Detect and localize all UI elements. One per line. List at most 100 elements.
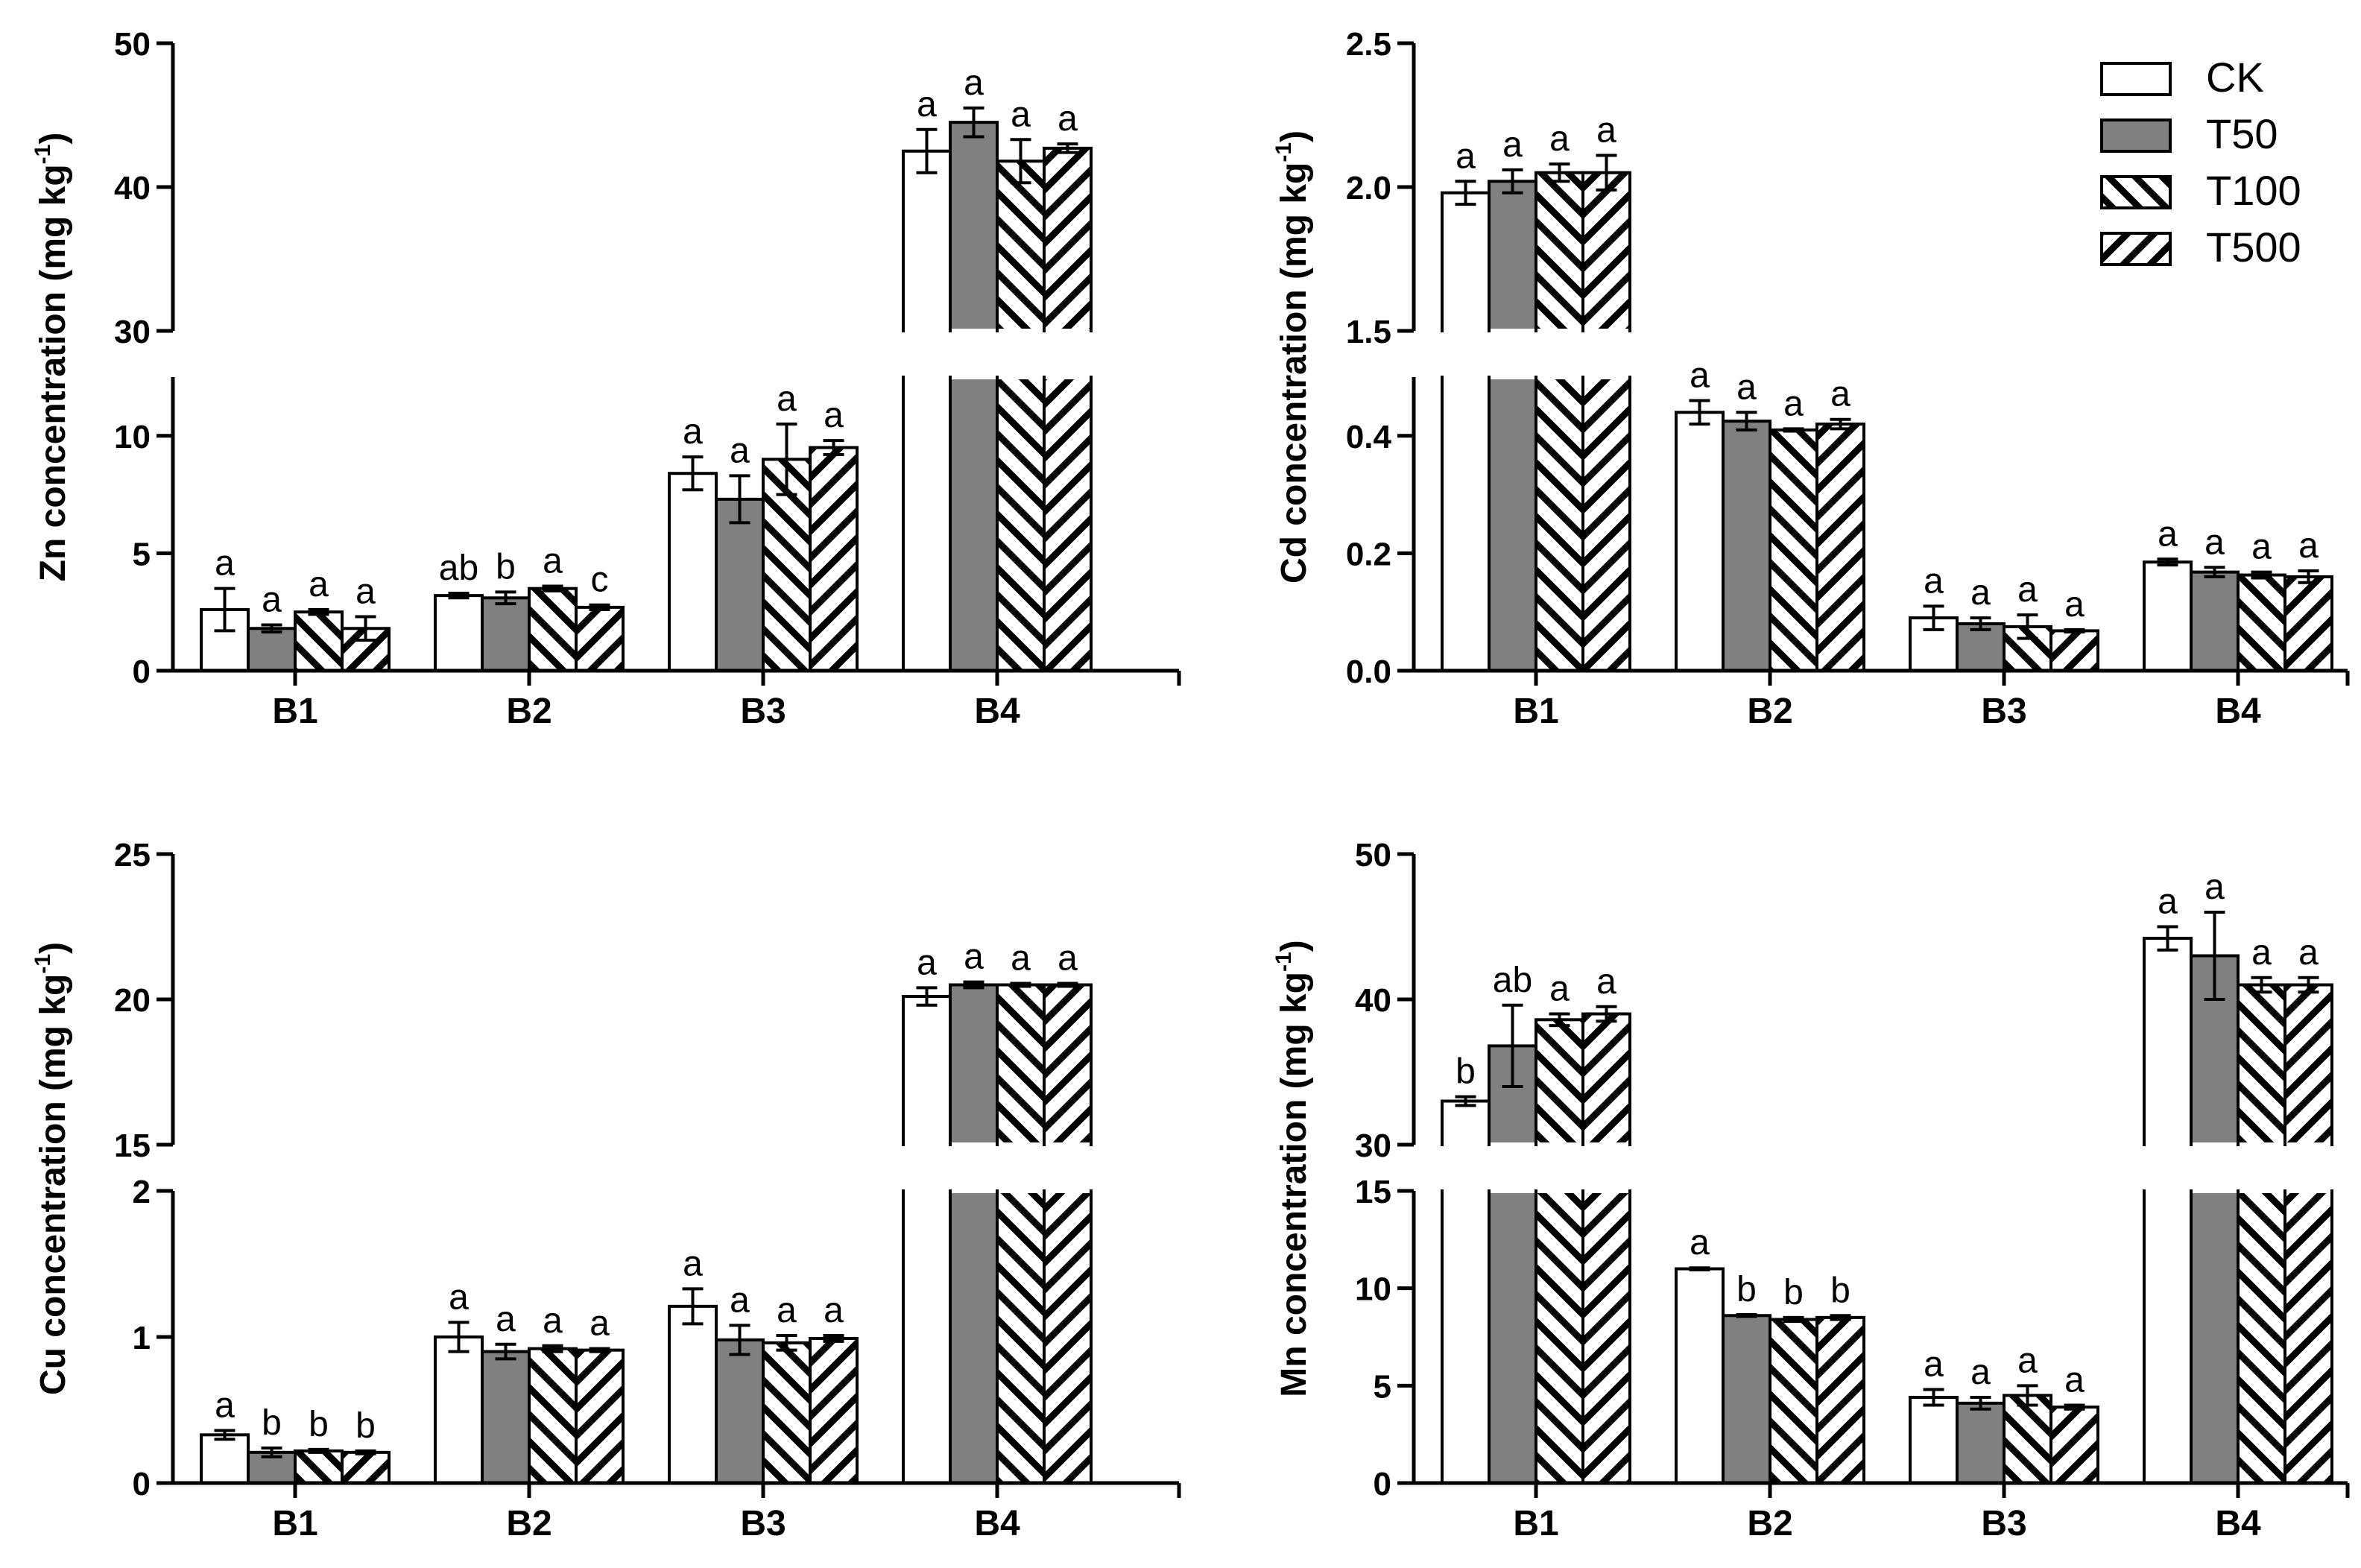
y-tick-label: 1 [133, 1320, 151, 1356]
significance-letter: a [543, 542, 563, 581]
y-tick-label: 20 [114, 982, 151, 1019]
y-tick-label: 5 [133, 536, 151, 572]
bar-zn-T100-B2 [528, 587, 578, 672]
bar-cd-T100-B1-upper [1535, 171, 1584, 332]
y-axis-title: Cu concentration (mg kg-1) [31, 942, 73, 1395]
significance-letter: a [917, 943, 937, 982]
bar-mn-T100-B4-upper [2237, 983, 2286, 1146]
significance-letter: b [1736, 1270, 1757, 1309]
bar-zn-T100-B4-lower [996, 376, 1046, 672]
significance-letter: a [2298, 526, 2319, 566]
significance-letter: a [355, 572, 376, 612]
bar-cu-T500-B4-lower [1043, 1189, 1093, 1485]
significance-letter: a [215, 1385, 235, 1425]
x-category-label-B1: B1 [272, 1504, 317, 1543]
bar-cu-CK-B2 [434, 1335, 484, 1485]
bar-cu-T100-B4-lower [996, 1189, 1046, 1485]
x-category-label-B1: B1 [1513, 1504, 1558, 1543]
significance-letter: b [355, 1406, 376, 1446]
legend-swatch-CK [2100, 62, 2172, 96]
significance-letter: a [1549, 970, 1570, 1009]
significance-letter: ab [439, 549, 478, 588]
y-tick-label: 40 [1355, 982, 1391, 1019]
bar-cu-T50-B4-upper [949, 983, 999, 1146]
significance-letter: a [1690, 356, 1710, 396]
bar-cd-T500-B4 [2283, 575, 2333, 672]
legend-label-T500: T500 [2206, 224, 2301, 271]
significance-letter: a [964, 63, 984, 103]
bar-cd-CK-B4 [2143, 560, 2193, 672]
significance-letter: a [215, 544, 235, 584]
significance-letter: a [2298, 933, 2319, 973]
bar-mn-T50-B3 [1956, 1401, 2006, 1485]
x-category-label-B3: B3 [1981, 1504, 2026, 1543]
significance-letter: a [1690, 1223, 1710, 1262]
bar-cu-T500-B3 [809, 1336, 859, 1485]
bar-mn-T100-B3 [2003, 1394, 2052, 1485]
significance-letter: a [683, 412, 703, 452]
bar-mn-CK-B1-lower [1441, 1189, 1491, 1485]
y-tick-label: 50 [1355, 837, 1391, 873]
significance-letter: a [824, 396, 844, 435]
bar-cu-T50-B4-lower [949, 1189, 999, 1485]
significance-letter: a [824, 1291, 844, 1330]
legend-label-CK: CK [2206, 54, 2264, 101]
x-category-label-B2: B2 [506, 692, 551, 731]
significance-letter: a [1058, 99, 1078, 139]
x-category-label-B1: B1 [272, 692, 317, 731]
legend-swatch-T100 [2100, 175, 2172, 209]
x-category-label-B2: B2 [1747, 1504, 1792, 1543]
bar-mn-T100-B4-lower [2237, 1189, 2286, 1485]
bar-mn-T500-B3 [2049, 1406, 2099, 1485]
significance-letter: a [496, 1300, 516, 1339]
bar-zn-T500-B3 [809, 446, 859, 672]
bar-zn-T50-B3 [715, 497, 765, 672]
significance-letter: a [1502, 125, 1523, 165]
bar-cu-T100-B4-upper [996, 983, 1046, 1146]
significance-letter: a [2017, 570, 2038, 610]
bar-cd-T100-B2 [1769, 428, 1818, 672]
bar-zn-CK-B2 [434, 594, 484, 672]
bar-mn-T500-B2 [1815, 1315, 1865, 1485]
x-category-label-B4: B4 [2215, 692, 2261, 731]
bar-cd-T500-B3 [2049, 629, 2099, 673]
significance-letter: a [2064, 1360, 2085, 1400]
bar-zn-T50-B4-lower [949, 376, 999, 672]
significance-letter: c [591, 560, 609, 600]
y-tick-label: 30 [1355, 1128, 1391, 1164]
significance-letter: a [1970, 573, 1991, 613]
x-category-label-B4: B4 [2215, 1504, 2261, 1543]
x-category-label-B4: B4 [974, 1504, 1020, 1543]
x-category-label-B3: B3 [1981, 692, 2026, 731]
significance-letter: a [2204, 522, 2225, 562]
x-category-label-B3: B3 [740, 1504, 786, 1543]
bar-cu-T100-B2 [528, 1347, 578, 1485]
y-tick-label: 10 [1355, 1271, 1391, 1308]
significance-letter: a [964, 938, 984, 977]
bar-cd-T100-B4 [2237, 573, 2286, 673]
bar-cu-T500-B2 [575, 1348, 625, 1485]
significance-letter: a [2204, 867, 2225, 907]
bar-cd-T500-B1-lower [1581, 376, 1631, 672]
significance-letter: a [1058, 939, 1078, 979]
bar-zn-T50-B4-upper [949, 121, 999, 332]
bar-cd-T50-B1-lower [1488, 376, 1537, 672]
bar-cd-T50-B4 [2190, 570, 2240, 673]
significance-letter: a [1596, 111, 1616, 151]
bar-mn-T500-B1-upper [1581, 1012, 1631, 1146]
significance-letter: a [2158, 882, 2178, 922]
y-tick-label: 0 [133, 654, 151, 690]
y-tick-label: 2.0 [1346, 170, 1391, 206]
bar-cd-T100-B1-lower [1535, 376, 1584, 672]
bar-cu-CK-B3 [668, 1304, 718, 1485]
bar-mn-T50-B1-lower [1488, 1189, 1537, 1485]
significance-letter: b [1456, 1052, 1476, 1092]
bar-cd-CK-B1-lower [1441, 376, 1491, 672]
legend-swatch-T50 [2100, 118, 2172, 153]
significance-letter: b [1783, 1273, 1804, 1312]
bar-mn-CK-B3 [1909, 1396, 1959, 1485]
significance-letter: a [1783, 384, 1804, 423]
bar-cd-T500-B2 [1815, 423, 1865, 672]
